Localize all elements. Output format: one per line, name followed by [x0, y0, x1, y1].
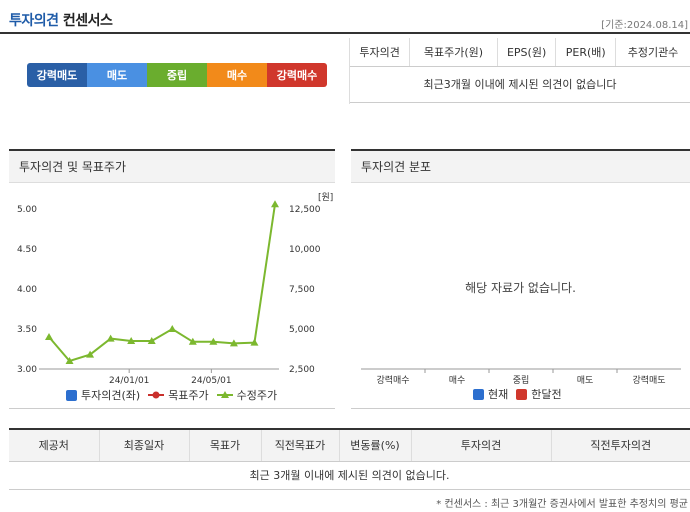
right-axis-ticks: 12,500 10,000 7,500 5,000 2,500 — [289, 205, 321, 375]
legend-current[interactable]: 현재 — [473, 386, 508, 402]
base-date: [기준:2024.08.14] — [601, 20, 688, 31]
title-secondary: 컨센서스 — [62, 13, 113, 29]
right-tick-label: 12,500 — [289, 205, 321, 215]
left-axis-ticks: 5.00 4.50 4.00 3.50 3.00 — [17, 205, 37, 375]
legend-adjprice-label: 수정주가 — [236, 389, 278, 402]
data-point-triangle — [168, 325, 177, 332]
legend-month-ago-label: 한달전 — [531, 388, 562, 401]
data-point-triangle — [209, 337, 218, 345]
left-tick-label: 3.00 — [17, 365, 37, 375]
legend-opinion-label: 투자의견(좌) — [81, 389, 141, 402]
col-provider: 제공처 — [9, 429, 99, 462]
section-title: 투자의견 컨센서스 — [9, 10, 113, 30]
legend-month-ago[interactable]: 한달전 — [516, 386, 562, 402]
section-header: 투자의견 컨센서스 [기준:2024.08.14] — [0, 0, 690, 34]
dist-empty-message: 해당 자료가 없습니다. — [465, 281, 576, 295]
dist-categories: 강력매수 매수 중립 매도 강력매도 — [376, 369, 666, 386]
right-tick-label: 7,500 — [289, 285, 315, 295]
dist-category-label: 중립 — [513, 375, 530, 386]
opinion-scale-bar: 강력매도 매도 중립 매수 강력매수 — [27, 63, 327, 87]
legend-current-label: 현재 — [488, 388, 509, 401]
legend-adjprice[interactable]: 수정주가 — [216, 387, 278, 403]
col-prev-target: 직전목표가 — [260, 429, 339, 462]
opinion-distribution-panel: 투자의견 분포 해당 자료가 없습니다. 강력매수 매수 중립 매도 강력매도 현재 한… — [351, 149, 690, 409]
col-eps: EPS(원) — [496, 38, 556, 67]
col-target-price: 목표주가(원) — [409, 38, 498, 67]
col-per: PER(배) — [555, 38, 616, 67]
opinion-seg-neutral: 중립 — [147, 63, 207, 87]
chart-panel-title: 투자의견 및 목표주가 — [9, 151, 335, 183]
data-point-triangle — [45, 333, 53, 340]
opinion-seg-buy: 매수 — [207, 63, 267, 87]
series-layer — [45, 200, 279, 364]
x-axis-ticks: 24/01/01 24/05/01 — [109, 369, 232, 386]
legend-target-label: 목표주가 — [168, 389, 209, 402]
col-target: 목표가 — [188, 429, 261, 462]
opinion-target-chart: [원] 5.00 4.50 4.00 3.50 3.00 12,500 10,000 7,5… — [17, 192, 333, 386]
col-change-rate: 변동률(%) — [338, 429, 411, 462]
opinion-seg-strong-buy: 강력매수 — [267, 63, 327, 87]
opinion-seg-strong-sell: 강력매도 — [27, 63, 87, 87]
opinion-seg-sell: 매도 — [87, 63, 147, 87]
left-tick-label: 4.00 — [17, 285, 37, 295]
legend-opinion[interactable]: 투자의견(좌) — [66, 387, 140, 403]
col-prev-opinion: 직전투자의견 — [550, 429, 690, 462]
col-opinion: 투자의견 — [410, 429, 551, 462]
left-tick-label: 4.50 — [17, 245, 37, 255]
dist-legend: 현재 한달전 — [473, 386, 570, 402]
square-icon — [473, 388, 484, 400]
broker-opinion-table: 제공처 최종일자 목표가 직전목표가 변동률(%) 투자의견 직전투자의견 최근… — [9, 428, 690, 490]
data-point-triangle — [127, 337, 136, 344]
data-point-triangle — [106, 334, 115, 342]
col-last-date: 최종일자 — [98, 429, 189, 462]
data-point-triangle — [65, 357, 74, 364]
broker-empty-message: 최근 3개월 이내에 제시된 의견이 없습니다. — [9, 461, 690, 490]
data-point-triangle — [86, 350, 95, 358]
chart-legend: 투자의견(좌) 목표주가 수정주가 — [66, 387, 285, 403]
square-icon — [66, 389, 77, 401]
dist-axis: 강력매수 매수 중립 매도 강력매도 — [361, 368, 681, 386]
consensus-empty-message: 최근3개월 이내에 제시된 의견이 없습니다 — [350, 66, 690, 103]
left-tick-label: 5.00 — [17, 205, 37, 215]
right-tick-label: 5,000 — [289, 325, 315, 335]
legend-target[interactable]: 목표주가 — [148, 387, 209, 403]
data-point-triangle — [147, 337, 156, 344]
dist-category-label: 강력매도 — [632, 374, 665, 386]
square-icon — [516, 388, 528, 400]
col-opinion: 투자의견 — [350, 38, 410, 67]
dist-category-label: 매도 — [577, 375, 594, 386]
x-tick-label: 24/05/01 — [191, 376, 231, 386]
left-tick-label: 3.50 — [17, 325, 37, 335]
dist-panel-title: 투자의견 분포 — [351, 151, 690, 183]
x-tick-label: 24/01/01 — [109, 376, 149, 386]
data-point-triangle — [188, 337, 197, 345]
opinion-chart-panel: 투자의견 및 목표주가 [원] 5.00 4.50 4.00 3.50 3.00 12,… — [9, 149, 335, 409]
right-axis-unit: [원] — [318, 192, 333, 203]
col-institutions: 추정기관수 — [615, 38, 690, 67]
data-point-triangle — [250, 338, 259, 346]
footnote: * 컨센서스 : 최근 3개월간 증권사에서 발표한 추정치의 평균 — [436, 499, 688, 510]
title-primary: 투자의견 — [9, 13, 59, 29]
consensus-table: 투자의견 목표주가(원) EPS(원) PER(배) 추정기관수 최근3개월 이… — [350, 38, 690, 103]
series-line-adjusted-price — [48, 204, 276, 363]
data-point-triangle — [229, 339, 238, 347]
data-point-triangle — [271, 200, 279, 208]
dist-category-label: 강력매수 — [376, 374, 409, 386]
dist-category-label: 매수 — [449, 375, 466, 386]
right-tick-label: 10,000 — [289, 245, 321, 255]
line-dot-icon — [148, 391, 165, 399]
right-tick-label: 2,500 — [289, 365, 315, 375]
consensus-table-divider — [349, 38, 350, 104]
line-triangle-icon — [216, 391, 233, 398]
